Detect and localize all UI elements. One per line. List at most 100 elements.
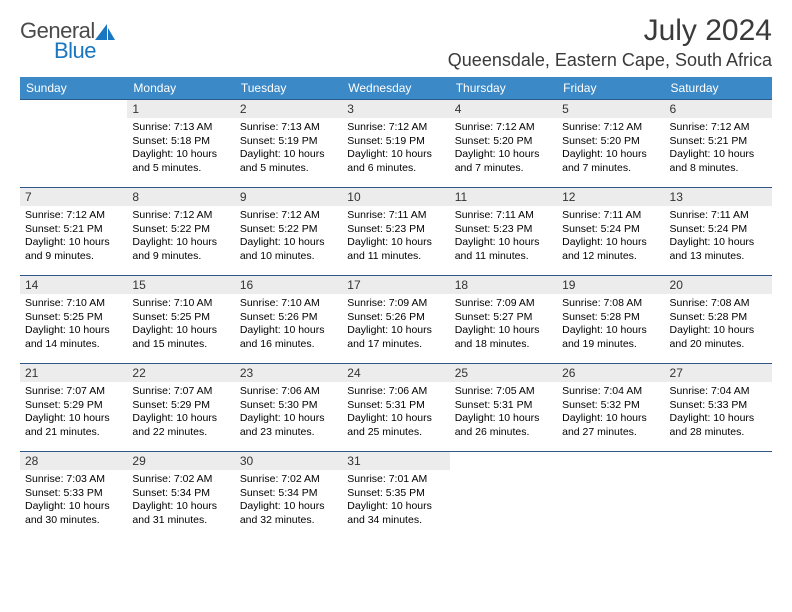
day-info: Sunrise: 7:07 AMSunset: 5:29 PMDaylight:… [127,382,234,442]
daylight-text: and 21 minutes. [25,426,122,440]
day-info: Sunrise: 7:10 AMSunset: 5:25 PMDaylight:… [20,294,127,354]
sunset-text: Sunset: 5:27 PM [455,311,552,325]
day-number: 4 [450,100,557,118]
day-number: 13 [665,188,772,206]
sunrise-text: Sunrise: 7:08 AM [670,297,767,311]
daylight-text: and 7 minutes. [455,162,552,176]
sunrise-text: Sunrise: 7:13 AM [132,121,229,135]
day-number: 10 [342,188,449,206]
sunset-text: Sunset: 5:23 PM [347,223,444,237]
day-info: Sunrise: 7:02 AMSunset: 5:34 PMDaylight:… [127,470,234,530]
day-number: 11 [450,188,557,206]
day-number: 17 [342,276,449,294]
day-number: 20 [665,276,772,294]
daylight-text: and 28 minutes. [670,426,767,440]
calendar-day-cell [557,452,664,540]
daylight-text: and 18 minutes. [455,338,552,352]
daylight-text: and 9 minutes. [25,250,122,264]
weekday-header: Thursday [450,77,557,100]
daylight-text: Daylight: 10 hours [455,148,552,162]
day-info: Sunrise: 7:12 AMSunset: 5:22 PMDaylight:… [127,206,234,266]
daylight-text: Daylight: 10 hours [455,236,552,250]
calendar-day-cell: 28Sunrise: 7:03 AMSunset: 5:33 PMDayligh… [20,452,127,540]
sunset-text: Sunset: 5:29 PM [132,399,229,413]
sunrise-text: Sunrise: 7:01 AM [347,473,444,487]
calendar-day-cell: 16Sunrise: 7:10 AMSunset: 5:26 PMDayligh… [235,276,342,364]
calendar-day-cell: 22Sunrise: 7:07 AMSunset: 5:29 PMDayligh… [127,364,234,452]
sunrise-text: Sunrise: 7:10 AM [25,297,122,311]
logo: General Blue [20,14,117,62]
weekday-header: Monday [127,77,234,100]
sunset-text: Sunset: 5:35 PM [347,487,444,501]
calendar-day-cell: 26Sunrise: 7:04 AMSunset: 5:32 PMDayligh… [557,364,664,452]
calendar-day-cell: 30Sunrise: 7:02 AMSunset: 5:34 PMDayligh… [235,452,342,540]
sunset-text: Sunset: 5:26 PM [347,311,444,325]
sunset-text: Sunset: 5:19 PM [240,135,337,149]
day-number: 9 [235,188,342,206]
sunrise-text: Sunrise: 7:11 AM [455,209,552,223]
sunset-text: Sunset: 5:19 PM [347,135,444,149]
day-info: Sunrise: 7:09 AMSunset: 5:26 PMDaylight:… [342,294,449,354]
day-number: 15 [127,276,234,294]
sunrise-text: Sunrise: 7:09 AM [347,297,444,311]
sunrise-text: Sunrise: 7:11 AM [670,209,767,223]
daylight-text: Daylight: 10 hours [240,324,337,338]
weekday-header: Tuesday [235,77,342,100]
sunset-text: Sunset: 5:21 PM [670,135,767,149]
daylight-text: Daylight: 10 hours [240,236,337,250]
daylight-text: and 19 minutes. [562,338,659,352]
sunrise-text: Sunrise: 7:04 AM [670,385,767,399]
sunset-text: Sunset: 5:34 PM [240,487,337,501]
day-info: Sunrise: 7:12 AMSunset: 5:20 PMDaylight:… [450,118,557,178]
sunset-text: Sunset: 5:23 PM [455,223,552,237]
day-number: 25 [450,364,557,382]
sunrise-text: Sunrise: 7:02 AM [240,473,337,487]
calendar-day-cell: 17Sunrise: 7:09 AMSunset: 5:26 PMDayligh… [342,276,449,364]
daylight-text: and 30 minutes. [25,514,122,528]
sail-icon [93,22,117,46]
sunrise-text: Sunrise: 7:11 AM [347,209,444,223]
sunset-text: Sunset: 5:34 PM [132,487,229,501]
day-number: 23 [235,364,342,382]
day-number: 16 [235,276,342,294]
calendar-day-cell [665,452,772,540]
daylight-text: Daylight: 10 hours [562,236,659,250]
day-info: Sunrise: 7:05 AMSunset: 5:31 PMDaylight:… [450,382,557,442]
daylight-text: Daylight: 10 hours [347,236,444,250]
calendar-day-cell: 27Sunrise: 7:04 AMSunset: 5:33 PMDayligh… [665,364,772,452]
daylight-text: Daylight: 10 hours [562,324,659,338]
daylight-text: Daylight: 10 hours [25,324,122,338]
sunrise-text: Sunrise: 7:04 AM [562,385,659,399]
daylight-text: and 6 minutes. [347,162,444,176]
day-number: 7 [20,188,127,206]
day-info: Sunrise: 7:08 AMSunset: 5:28 PMDaylight:… [557,294,664,354]
day-info: Sunrise: 7:13 AMSunset: 5:18 PMDaylight:… [127,118,234,178]
day-info: Sunrise: 7:10 AMSunset: 5:25 PMDaylight:… [127,294,234,354]
calendar-day-cell [450,452,557,540]
daylight-text: Daylight: 10 hours [670,412,767,426]
calendar-day-cell: 7Sunrise: 7:12 AMSunset: 5:21 PMDaylight… [20,188,127,276]
sunset-text: Sunset: 5:20 PM [562,135,659,149]
sunrise-text: Sunrise: 7:07 AM [25,385,122,399]
daylight-text: Daylight: 10 hours [25,236,122,250]
sunrise-text: Sunrise: 7:08 AM [562,297,659,311]
weekday-header: Sunday [20,77,127,100]
daylight-text: Daylight: 10 hours [670,148,767,162]
daylight-text: and 7 minutes. [562,162,659,176]
calendar-day-cell: 13Sunrise: 7:11 AMSunset: 5:24 PMDayligh… [665,188,772,276]
calendar-week-row: 7Sunrise: 7:12 AMSunset: 5:21 PMDaylight… [20,188,772,276]
daylight-text: Daylight: 10 hours [670,236,767,250]
month-title: July 2024 [448,14,772,48]
day-info: Sunrise: 7:12 AMSunset: 5:21 PMDaylight:… [20,206,127,266]
sunset-text: Sunset: 5:31 PM [347,399,444,413]
sunrise-text: Sunrise: 7:12 AM [25,209,122,223]
day-number: 24 [342,364,449,382]
calendar-day-cell [20,100,127,188]
day-number: 3 [342,100,449,118]
calendar-week-row: 21Sunrise: 7:07 AMSunset: 5:29 PMDayligh… [20,364,772,452]
daylight-text: Daylight: 10 hours [347,148,444,162]
day-number: 6 [665,100,772,118]
day-info: Sunrise: 7:06 AMSunset: 5:30 PMDaylight:… [235,382,342,442]
sunset-text: Sunset: 5:22 PM [240,223,337,237]
sunrise-text: Sunrise: 7:12 AM [562,121,659,135]
